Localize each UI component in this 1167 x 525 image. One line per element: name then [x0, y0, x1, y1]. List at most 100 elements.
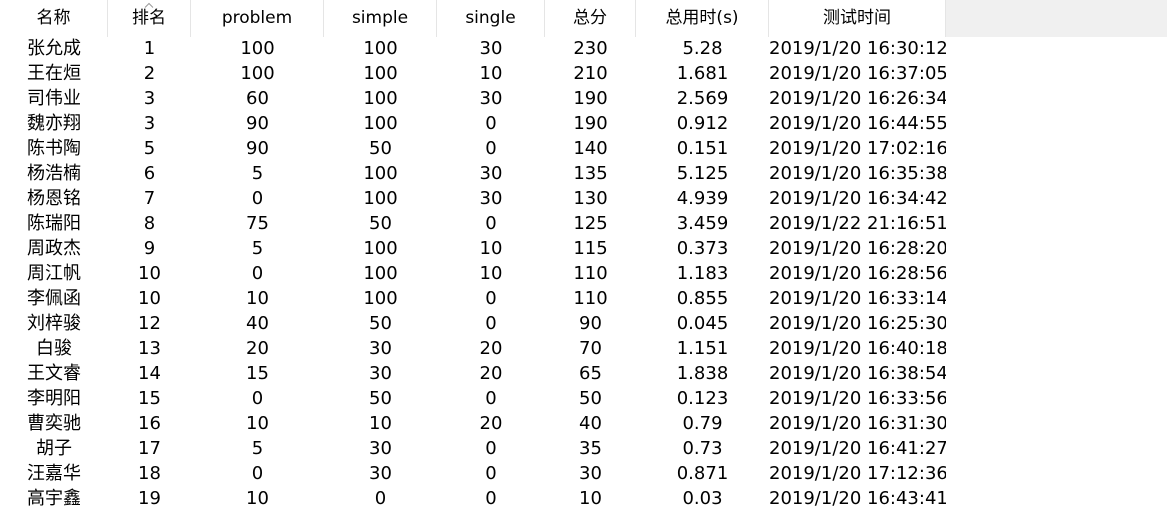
- cell-single: 10: [479, 263, 503, 284]
- cell-name: 王文睿: [27, 363, 81, 384]
- table-row[interactable]: 李明阳 15 0 50 0 50 0.123 2019/1/20 16:33:56: [0, 386, 946, 411]
- cell-name: 胡子: [36, 438, 72, 459]
- cell-single: 30: [479, 188, 503, 209]
- cell-total-score: 110: [573, 263, 608, 284]
- cell-problem: 5: [251, 238, 264, 259]
- cell-problem: 0: [251, 463, 264, 484]
- cell-name: 张允成: [27, 38, 81, 59]
- cell-test-time: 2019/1/20 17:02:16: [769, 138, 946, 159]
- cell-rank: 17: [138, 438, 161, 459]
- cell-single: 0: [485, 113, 497, 134]
- column-header-label: 总分: [573, 8, 607, 28]
- cell-total-score: 190: [573, 113, 608, 134]
- cell-total-score: 10: [579, 488, 602, 509]
- cell-total-score: 115: [573, 238, 608, 259]
- column-header-label: 名称: [36, 8, 71, 28]
- table-row[interactable]: 李佩函 10 10 100 0 110 0.855 2019/1/20 16:33:14: [0, 286, 946, 311]
- table-row[interactable]: 刘梓骏 12 40 50 0 90 0.045 2019/1/20 16:25:30: [0, 311, 946, 336]
- table-row[interactable]: 魏亦翔 3 90 100 0 190 0.912 2019/1/20 16:44:55: [0, 111, 946, 136]
- column-header-name[interactable]: 名称: [0, 0, 108, 37]
- cell-name: 陈书陶: [27, 138, 81, 159]
- cell-single: 0: [485, 388, 497, 409]
- cell-test-time: 2019/1/20 16:40:18: [769, 338, 946, 359]
- cell-test-time: 2019/1/20 16:41:27: [769, 438, 946, 459]
- table-row[interactable]: 王在烜 2 100 100 10 210 1.681 2019/1/20 16:37:05: [0, 61, 946, 86]
- table-row[interactable]: 张允成 1 100 100 30 230 5.28 2019/1/20 16:30:12: [0, 36, 946, 61]
- cell-name: 刘梓骏: [27, 313, 81, 334]
- cell-problem: 10: [246, 413, 269, 434]
- column-header-test-time[interactable]: 测试时间: [769, 0, 946, 37]
- cell-single: 0: [485, 463, 497, 484]
- cell-test-time: 2019/1/20 16:44:55: [769, 113, 946, 134]
- cell-rank: 18: [138, 463, 161, 484]
- table-row[interactable]: 杨浩楠 6 5 100 30 135 5.125 2019/1/20 16:35:38: [0, 161, 946, 186]
- table-row[interactable]: 胡子 17 5 30 0 35 0.73 2019/1/20 16:41:27: [0, 436, 946, 461]
- column-header-single[interactable]: single: [437, 0, 545, 37]
- cell-problem: 0: [251, 388, 264, 409]
- cell-rank: 8: [143, 213, 156, 234]
- cell-name: 白骏: [36, 338, 72, 359]
- table-header: 名称 排名 problem simple single 总分 总用时(s) 测试…: [0, 0, 1167, 37]
- cell-simple: 0: [374, 488, 387, 509]
- cell-total-score: 90: [579, 313, 602, 334]
- cell-single: 0: [485, 138, 497, 159]
- cell-simple: 30: [369, 438, 392, 459]
- cell-total-score: 50: [579, 388, 602, 409]
- table-row[interactable]: 杨恩铭 7 0 100 30 130 4.939 2019/1/20 16:34:42: [0, 186, 946, 211]
- table-row[interactable]: 周江帆 10 0 100 10 110 1.183 2019/1/20 16:28:56: [0, 261, 946, 286]
- cell-problem: 100: [240, 38, 275, 59]
- cell-test-time: 2019/1/20 16:33:14: [769, 288, 946, 309]
- cell-problem: 10: [246, 488, 269, 509]
- table-row[interactable]: 汪嘉华 18 0 30 0 30 0.871 2019/1/20 17:12:36: [0, 461, 946, 486]
- cell-problem: 60: [246, 88, 269, 109]
- column-header-rank[interactable]: 排名: [108, 0, 191, 37]
- cell-problem: 0: [251, 188, 264, 209]
- cell-total-score: 210: [573, 63, 608, 84]
- cell-problem: 90: [246, 138, 269, 159]
- cell-single: 0: [485, 438, 497, 459]
- cell-single: 20: [479, 413, 503, 434]
- table-row[interactable]: 周政杰 9 5 100 10 115 0.373 2019/1/20 16:28:20: [0, 236, 946, 261]
- table-row[interactable]: 白骏 13 20 30 20 70 1.151 2019/1/20 16:40:18: [0, 336, 946, 361]
- cell-total-score: 70: [579, 338, 602, 359]
- column-header-total-score[interactable]: 总分: [545, 0, 636, 37]
- cell-total-time: 0.871: [676, 463, 729, 484]
- table-row[interactable]: 陈瑞阳 8 75 50 0 125 3.459 2019/1/22 21:16:51: [0, 211, 946, 236]
- cell-simple: 30: [369, 338, 392, 359]
- cell-total-time: 0.855: [676, 288, 729, 309]
- cell-problem: 5: [251, 438, 264, 459]
- cell-single: 10: [479, 63, 503, 84]
- column-header-label: 测试时间: [823, 8, 891, 28]
- column-header-total-time[interactable]: 总用时(s): [636, 0, 769, 37]
- cell-total-time: 0.123: [676, 388, 729, 409]
- cell-rank: 19: [138, 488, 161, 509]
- cell-simple: 100: [363, 288, 398, 309]
- cell-rank: 10: [138, 263, 161, 284]
- cell-rank: 12: [138, 313, 161, 334]
- table-row[interactable]: 陈书陶 5 90 50 0 140 0.151 2019/1/20 17:02:16: [0, 136, 946, 161]
- cell-test-time: 2019/1/20 16:31:30: [769, 413, 946, 434]
- cell-rank: 14: [138, 363, 161, 384]
- cell-total-time: 0.73: [682, 438, 723, 459]
- table-row[interactable]: 高宇鑫 19 10 0 0 10 0.03 2019/1/20 16:43:41: [0, 486, 946, 511]
- cell-test-time: 2019/1/20 16:28:20: [769, 238, 946, 259]
- cell-simple: 100: [363, 38, 398, 59]
- cell-total-score: 125: [573, 213, 608, 234]
- cell-simple: 50: [369, 138, 392, 159]
- cell-simple: 30: [369, 463, 392, 484]
- table-row[interactable]: 王文睿 14 15 30 20 65 1.838 2019/1/20 16:38:54: [0, 361, 946, 386]
- column-header-simple[interactable]: simple: [324, 0, 437, 37]
- column-header-label: single: [465, 8, 516, 28]
- column-header-label: 排名: [132, 8, 166, 28]
- table-row[interactable]: 曹奕驰 16 10 10 20 40 0.79 2019/1/20 16:31:30: [0, 411, 946, 436]
- cell-total-score: 230: [573, 38, 608, 59]
- cell-single: 20: [479, 363, 503, 384]
- table-body: 张允成 1 100 100 30 230 5.28 2019/1/20 16:30:12 王在烜…: [0, 36, 946, 511]
- cell-test-time: 2019/1/20 16:37:05: [769, 63, 946, 84]
- cell-rank: 5: [143, 138, 156, 159]
- column-header-problem[interactable]: problem: [191, 0, 324, 37]
- cell-rank: 2: [143, 63, 156, 84]
- cell-total-score: 130: [573, 188, 608, 209]
- cell-name: 陈瑞阳: [27, 213, 81, 234]
- table-row[interactable]: 司伟业 3 60 100 30 190 2.569 2019/1/20 16:26:34: [0, 86, 946, 111]
